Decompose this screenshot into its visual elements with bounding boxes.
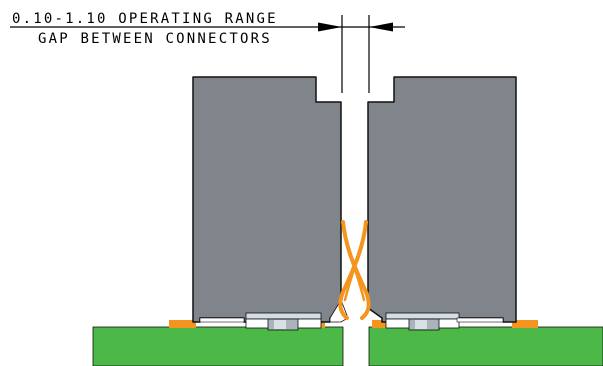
operating-range-label: 0.10-1.10 OPERATING RANGE — [12, 11, 278, 27]
right-post-flange — [385, 312, 460, 320]
left-board-shoulder — [199, 317, 245, 323]
left-post-highlight — [274, 320, 286, 329]
contact-springs — [338, 220, 371, 320]
right-board-post — [385, 312, 460, 331]
right-outer-solder-pad — [512, 320, 538, 328]
left-post-flange — [245, 312, 322, 320]
gap-between-connectors-label: GAP BETWEEN CONNECTORS — [38, 31, 272, 47]
right-inner-solder-pad — [372, 320, 386, 328]
right-arrowhead — [369, 22, 393, 32]
left-outer-solder-pad — [169, 320, 196, 328]
right-contact-spring-secondary — [343, 230, 367, 302]
left-pcb-board — [92, 326, 344, 366]
right-board-shoulder — [456, 317, 504, 323]
right-pcb-board — [368, 326, 603, 366]
left-arrowhead — [318, 22, 342, 32]
left-board-post — [245, 312, 322, 331]
right-post-highlight — [415, 320, 427, 329]
left-connector-housing — [192, 76, 342, 323]
right-connector-housing — [367, 76, 517, 323]
